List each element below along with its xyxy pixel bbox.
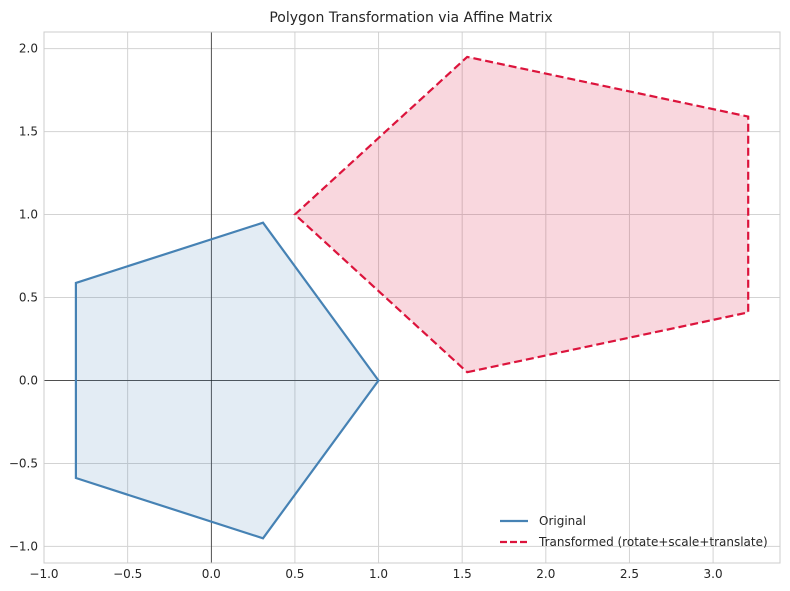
chart-title: Polygon Transformation via Affine Matrix	[269, 10, 552, 26]
y-tick-labels: −1.0 −0.5 0.0 0.5 1.0 1.5 2.0	[9, 42, 38, 554]
legend-label-1: Transformed (rotate+scale+translate)	[538, 535, 768, 549]
series-fill-1	[294, 56, 749, 373]
y-tick-label: 2.0	[19, 42, 38, 56]
x-tick-label: 2.0	[536, 567, 555, 581]
x-tick-label: −1.0	[29, 567, 58, 581]
y-tick-label: −1.0	[9, 539, 38, 553]
y-tick-label: 0.5	[19, 291, 38, 305]
axis-lines	[44, 32, 780, 563]
x-tick-label: 1.5	[453, 567, 472, 581]
x-tick-label: 1.0	[369, 567, 388, 581]
series-outline-1	[293, 55, 750, 374]
plot-border	[43, 31, 781, 564]
y-tick-label: −0.5	[9, 456, 38, 470]
x-tick-label: 2.5	[620, 567, 639, 581]
x-tick-labels: −1.0 −0.5 0.0 0.5 1.0 1.5 2.0 2.5 3.0	[29, 567, 722, 581]
x-tick-label: 0.0	[202, 567, 221, 581]
series-layer	[74, 55, 750, 540]
y-tick-label: 1.0	[19, 208, 38, 222]
x-tick-label: 3.0	[704, 567, 723, 581]
x-tick-label: 0.5	[285, 567, 304, 581]
series-fill-0	[75, 222, 379, 539]
x-tick-label: −0.5	[113, 567, 142, 581]
y-tick-label: 0.0	[19, 373, 38, 387]
y-tick-label: 1.5	[19, 125, 38, 139]
legend-label-0: Original	[539, 514, 586, 528]
series-outline-0	[74, 221, 380, 540]
legend: Original Transformed (rotate+scale+transl…	[500, 514, 768, 549]
